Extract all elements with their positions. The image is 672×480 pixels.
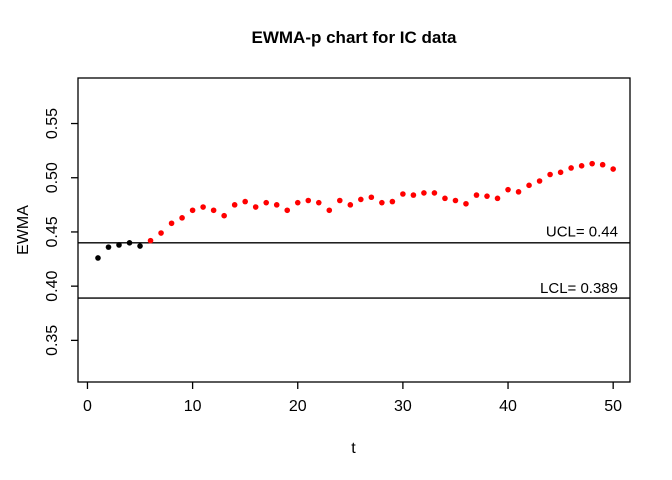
chart-title: EWMA-p chart for IC data <box>252 28 457 47</box>
x-tick-label: 20 <box>289 398 307 415</box>
lcl-label: LCL= 0.389 <box>540 280 618 297</box>
data-point-red <box>536 178 543 184</box>
data-point-red <box>568 165 574 171</box>
x-tick-label: 40 <box>499 398 517 415</box>
data-point-red <box>158 230 164 236</box>
data-point-black <box>137 243 143 249</box>
data-point-red <box>231 202 238 208</box>
data-point-red <box>368 194 375 201</box>
data-point-red <box>379 199 385 206</box>
data-point-black <box>95 255 101 261</box>
data-point-black <box>126 239 133 246</box>
data-point-red <box>221 212 227 219</box>
data-point-red <box>284 207 291 214</box>
data-point-red <box>252 204 259 210</box>
data-point-red <box>242 198 248 205</box>
data-point-red <box>337 197 343 204</box>
plot-frame <box>77 77 631 383</box>
data-point-red <box>578 163 585 169</box>
plot-area: 0 10 20 30 40 50 0.35 0.40 0.45 0.50 0.55 <box>44 77 631 415</box>
y-tick-label: 0.40 <box>44 270 61 301</box>
data-point-red <box>358 196 364 203</box>
y-tick-label: 0.55 <box>44 108 61 139</box>
x-tick-label: 30 <box>394 398 412 415</box>
data-point-red <box>421 190 427 196</box>
data-point-red <box>452 197 459 204</box>
data-point-red <box>210 207 217 214</box>
data-point-red <box>400 191 406 197</box>
data-point-red <box>410 192 417 198</box>
data-point-red <box>347 202 354 208</box>
y-tick-label: 0.35 <box>44 325 61 356</box>
data-point-red <box>305 197 312 204</box>
ucl-label: UCL= 0.44 <box>546 224 618 241</box>
data-point-red <box>431 190 438 196</box>
x-axis-label: t <box>351 440 356 457</box>
data-point-red <box>599 161 606 168</box>
data-point-red <box>326 207 333 214</box>
data-point-red <box>273 202 280 208</box>
data-point-red <box>294 199 301 206</box>
data-point-red <box>610 166 616 172</box>
data-point-red <box>505 186 511 193</box>
y-tick-label: 0.45 <box>44 216 61 247</box>
data-point-red <box>179 215 185 221</box>
data-point-red <box>463 200 469 207</box>
data-point-red <box>189 207 196 214</box>
data-point-red <box>589 160 595 167</box>
x-tick-label: 0 <box>83 398 92 415</box>
y-tick-label: 0.50 <box>44 162 61 193</box>
y-axis-label: EWMA <box>15 205 32 255</box>
data-point-black <box>105 244 112 250</box>
data-point-red <box>494 195 501 202</box>
data-point-red <box>200 204 206 210</box>
data-point-red <box>526 182 532 189</box>
data-point-red <box>473 192 480 198</box>
data-point-red <box>147 237 154 244</box>
data-point-red <box>515 189 522 195</box>
data-point-red <box>263 199 270 206</box>
data-point-red <box>389 198 396 205</box>
x-tick-label: 50 <box>604 398 622 415</box>
data-point-red <box>547 171 553 178</box>
data-point-red <box>315 199 322 206</box>
x-tick-label: 10 <box>184 398 202 415</box>
data-point-red <box>168 220 175 227</box>
data-point-red <box>442 195 448 202</box>
data-point-red <box>484 193 490 199</box>
data-point-black <box>116 242 122 248</box>
data-point-red <box>557 169 564 176</box>
